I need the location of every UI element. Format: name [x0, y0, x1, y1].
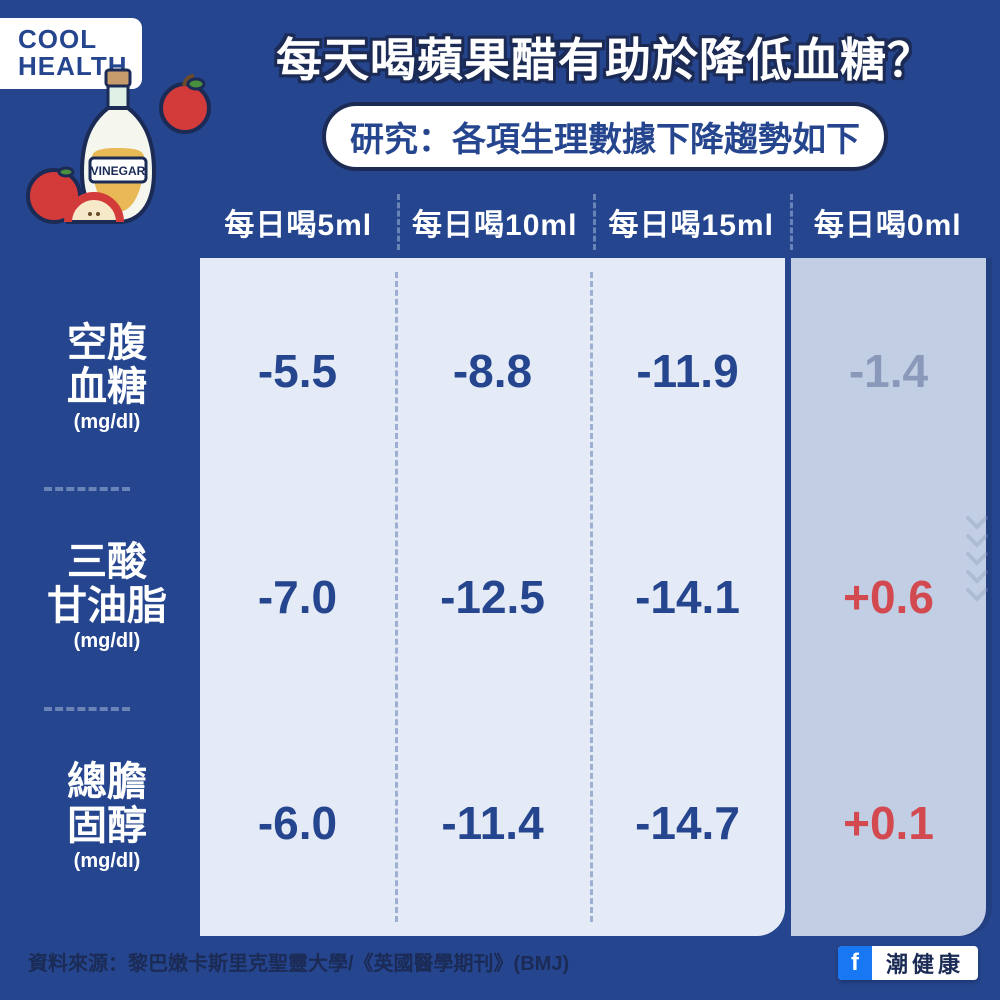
data-cell: -14.7	[590, 710, 785, 936]
subtitle: 研究：各項生理數據下降趨勢如下	[350, 121, 860, 159]
row-unit: (mg/dl)	[74, 630, 141, 653]
table-corner	[14, 186, 200, 258]
data-cell: -5.5	[200, 258, 395, 484]
col-header: 每日喝10ml	[397, 186, 594, 258]
social-label: 潮健康	[872, 947, 978, 979]
row-label: 三酸 甘油脂 (mg/dl)	[14, 487, 200, 706]
data-table: 每日喝5ml 每日喝10ml 每日喝15ml 每日喝0ml 空腹 血糖 (mg/…	[14, 186, 986, 936]
data-cell: -12.5	[395, 484, 590, 710]
row-unit: (mg/dl)	[74, 411, 141, 434]
vinegar-label-text: VINEGAR	[91, 164, 146, 178]
data-cell: -11.9	[590, 258, 785, 484]
brand-line1: COOL	[18, 26, 128, 53]
data-cell: -6.0	[200, 710, 395, 936]
data-cell: -7.0	[200, 484, 395, 710]
col-header: 每日喝5ml	[200, 186, 397, 258]
table-header-row: 每日喝5ml 每日喝10ml 每日喝15ml 每日喝0ml	[14, 186, 986, 258]
placebo-column: -1.4 +0.6 +0.1	[791, 258, 986, 936]
row-labels: 空腹 血糖 (mg/dl) 三酸 甘油脂 (mg/dl) 總膽 固醇 (mg/d…	[14, 258, 200, 936]
row-name: 空腹 血糖	[67, 321, 147, 409]
data-cell: +0.1	[791, 710, 986, 936]
data-cell: -1.4	[791, 258, 986, 484]
treatment-columns: -5.5 -7.0 -6.0 -8.8 -12.5 -11.4 -11.9 -1…	[200, 258, 785, 936]
row-unit: (mg/dl)	[74, 850, 141, 873]
row-name: 三酸 甘油脂	[47, 540, 167, 628]
col-header: 每日喝0ml	[790, 186, 987, 258]
row-label: 總膽 固醇 (mg/dl)	[14, 707, 200, 926]
col-header: 每日喝15ml	[593, 186, 790, 258]
header: 每天喝蘋果醋有助於降低血糖？ 研究：各項生理數據下降趨勢如下	[230, 24, 980, 171]
row-label: 空腹 血糖 (mg/dl)	[14, 268, 200, 487]
data-cell: -11.4	[395, 710, 590, 936]
source-citation: 資料來源：黎巴嫩卡斯里克聖靈大學/《英國醫學期刊》(BMJ)	[28, 947, 569, 976]
subtitle-pill: 研究：各項生理數據下降趨勢如下	[322, 102, 888, 171]
page-title: 每天喝蘋果醋有助於降低血糖？	[230, 24, 980, 90]
data-cell: -8.8	[395, 258, 590, 484]
chevron-down-icon	[966, 516, 988, 602]
data-cell: -14.1	[590, 484, 785, 710]
row-name: 總膽 固醇	[67, 760, 147, 848]
facebook-icon: f	[838, 946, 872, 980]
data-cell: +0.6	[791, 484, 986, 710]
social-tag[interactable]: f 潮健康	[838, 946, 978, 980]
